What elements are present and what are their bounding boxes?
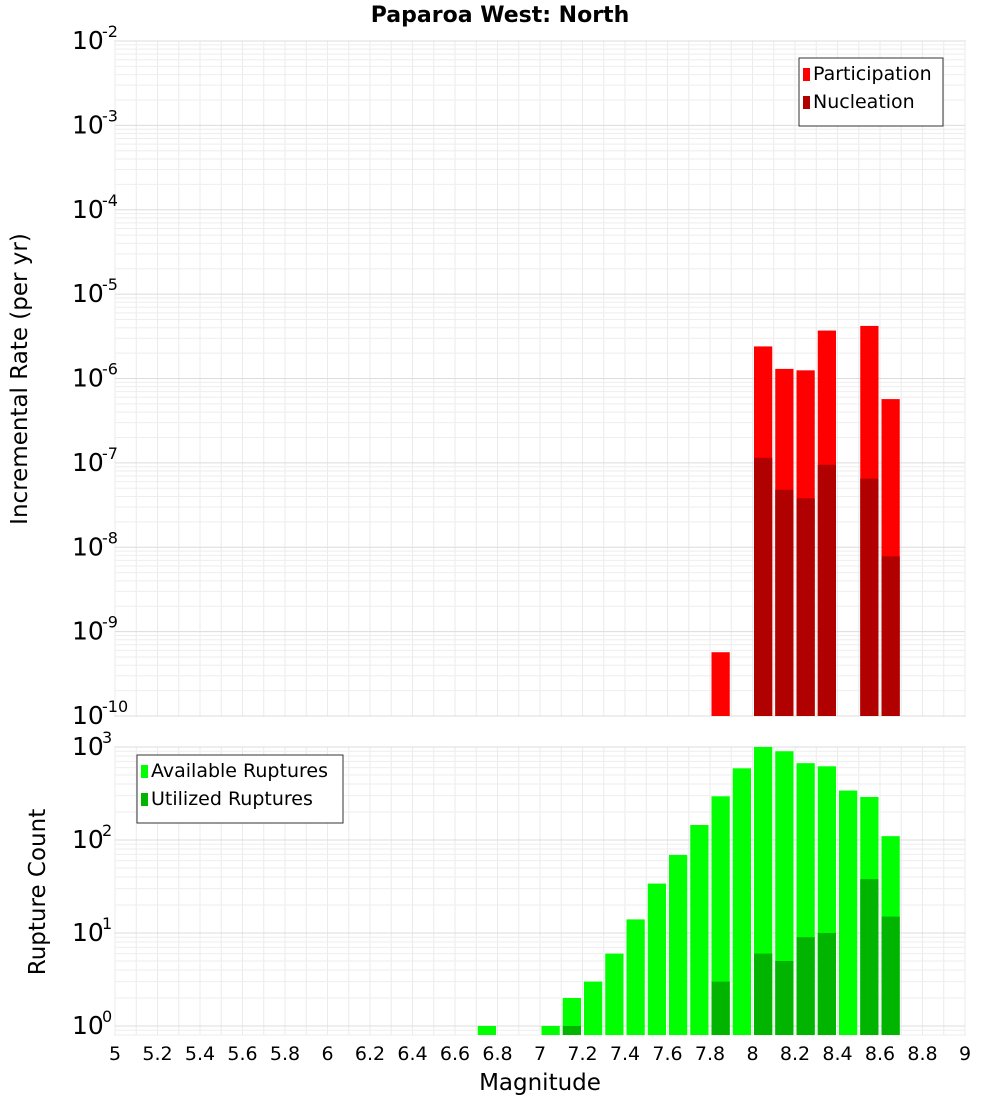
rate-y-tick-exponent: -7 [102, 444, 118, 463]
x-tick-label: 6.4 [397, 1043, 427, 1065]
rate-y-tick-exponent: -10 [102, 697, 128, 716]
x-tick-label: 6.2 [355, 1043, 385, 1065]
count-bar-utilized-ruptures [754, 953, 773, 1035]
count-legend-label: Utilized Ruptures [151, 788, 313, 810]
x-tick-label: 9 [959, 1043, 971, 1065]
x-tick-label: 7.4 [610, 1043, 640, 1065]
x-tick-label: 8.8 [907, 1043, 937, 1065]
rate-y-tick-label: 10 [72, 26, 104, 55]
count-y-tick-label: 10 [72, 918, 104, 947]
rate-y-tick-label: 10 [72, 110, 104, 139]
rate-y-tick-label: 10 [72, 701, 104, 730]
rate-bar-nucleation [881, 556, 900, 716]
x-tick-label: 5.2 [142, 1043, 172, 1065]
rate-gridlines [114, 40, 966, 717]
count-bar-available-ruptures [605, 953, 624, 1035]
count-bar-utilized-ruptures [711, 981, 730, 1035]
rate-y-tick-label: 10 [72, 617, 104, 646]
rate-legend: Participation Nucleation [798, 57, 944, 127]
count-bar-available-ruptures [647, 883, 666, 1035]
count-y-tick-exponent: 2 [102, 821, 112, 840]
rate-bar-nucleation [754, 457, 773, 716]
count-bar-available-ruptures [626, 919, 645, 1035]
count-bar-available-ruptures [669, 854, 688, 1035]
count-y-axis-label: Rupture Count [25, 809, 51, 975]
rate-y-tick-label: 10 [72, 279, 104, 308]
rate-bar-nucleation [796, 498, 815, 716]
x-tick-label: 5.8 [270, 1043, 300, 1065]
count-bar-utilized-ruptures [860, 879, 879, 1035]
rate-legend-label: Nucleation [813, 91, 915, 113]
rate-bar-nucleation [775, 489, 794, 716]
x-tick-label: 8 [746, 1043, 758, 1065]
rate-bar-nucleation [860, 478, 879, 716]
count-legend-swatch [141, 793, 148, 806]
count-bar-utilized-ruptures [775, 960, 794, 1035]
x-tick-label: 7 [534, 1043, 546, 1065]
count-bar-available-ruptures [732, 768, 751, 1035]
x-tick-label: 8.4 [822, 1043, 852, 1065]
x-tick-label: 7.2 [567, 1043, 597, 1065]
rate-y-tick-exponent: -2 [102, 22, 118, 41]
count-bar-utilized-ruptures [562, 1025, 581, 1035]
x-tick-label: 7.8 [695, 1043, 725, 1065]
count-y-tick-label: 10 [72, 1011, 104, 1040]
rate-bar-nucleation [817, 464, 836, 716]
chart-title: Paparoa West: North [371, 3, 629, 28]
x-tick-label: 7.6 [652, 1043, 682, 1065]
rate-y-tick-label: 10 [72, 195, 104, 224]
rate-y-tick-exponent: -4 [102, 191, 118, 210]
count-bar-available-ruptures [562, 997, 581, 1035]
rate-legend-swatch [803, 68, 810, 81]
count-bar-available-ruptures [584, 981, 603, 1035]
rate-legend-label: Participation [813, 63, 932, 85]
count-bar-utilized-ruptures [817, 932, 836, 1035]
count-legend-label: Available Ruptures [151, 760, 328, 782]
count-bar-available-ruptures [711, 796, 730, 1035]
count-bar-utilized-ruptures [796, 937, 815, 1035]
count-y-tick-exponent: 0 [102, 1007, 112, 1026]
x-ticks: 5 5.2 5.4 5.6 5.8 6 6.2 6.4 6.6 6.8 7 7.2 7.4 7.6 7.8 8… [109, 1043, 971, 1065]
count-y-tick-exponent: 1 [102, 914, 112, 933]
count-bar-available-ruptures [690, 824, 709, 1035]
x-tick-label: 6.6 [440, 1043, 470, 1065]
count-legend-box [136, 754, 344, 824]
rate-y-tick-exponent: -3 [102, 106, 118, 125]
rate-legend-swatch [803, 96, 810, 109]
count-y-tick-exponent: 3 [102, 728, 112, 747]
rate-y-tick-label: 10 [72, 364, 104, 393]
count-y-tick-label: 10 [72, 825, 104, 854]
count-bar-available-ruptures [477, 1025, 496, 1035]
rate-y-tick-exponent: -6 [102, 360, 118, 379]
count-y-tick-label: 10 [72, 732, 104, 761]
rate-y-tick-label: 10 [72, 448, 104, 477]
count-bar-available-ruptures [541, 1025, 560, 1035]
x-tick-label: 6.8 [482, 1043, 512, 1065]
rate-legend-box [798, 57, 944, 127]
x-tick-label: 5.6 [227, 1043, 257, 1065]
rate-y-tick-exponent: -5 [102, 275, 118, 294]
x-tick-label: 5.4 [185, 1043, 215, 1065]
x-tick-label: 8.6 [865, 1043, 895, 1065]
x-axis-label: Magnitude [479, 1070, 601, 1096]
count-bar-available-ruptures [839, 790, 858, 1035]
rate-y-tick-label: 10 [72, 532, 104, 561]
x-tick-label: 6 [321, 1043, 333, 1065]
count-legend-swatch [141, 765, 148, 778]
count-bars [477, 747, 900, 1035]
x-tick-label: 8.2 [780, 1043, 810, 1065]
rate-bar-participation [711, 652, 730, 716]
rate-y-tick-exponent: -8 [102, 528, 118, 547]
count-bar-utilized-ruptures [881, 916, 900, 1035]
x-tick-label: 5 [109, 1043, 121, 1065]
count-legend: Available Ruptures Utilized Ruptures [136, 754, 344, 824]
rate-y-tick-exponent: -9 [102, 613, 118, 632]
rate-y-axis-label: Incremental Rate (per yr) [7, 233, 33, 525]
rate-bars [711, 325, 900, 716]
